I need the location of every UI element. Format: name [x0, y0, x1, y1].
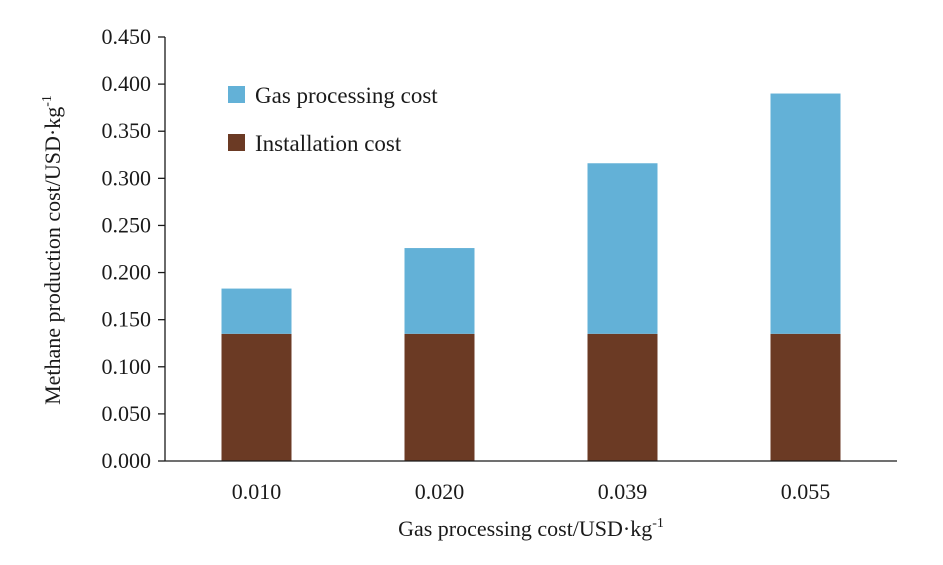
legend-swatch	[228, 86, 245, 103]
y-tick-label: 0.450	[102, 24, 152, 49]
bar-gas-processing-cost	[770, 93, 841, 334]
x-tick-label: 0.020	[415, 479, 465, 504]
bar-installation-cost	[221, 333, 292, 461]
bar-installation-cost	[770, 333, 841, 461]
x-axis-title-text: Gas processing cost/USD·kg	[398, 516, 652, 541]
y-tick-label: 0.200	[102, 260, 152, 285]
x-tick-label: 0.039	[598, 479, 648, 504]
bar-gas-processing-cost	[404, 248, 475, 334]
legend-swatch	[228, 134, 245, 151]
y-axis-ticks: 0.000 0.050 0.100 0.150 0.200 0.250 0.300 0.350…	[102, 24, 165, 473]
y-tick-label: 0.050	[102, 401, 152, 426]
y-tick-label: 0.100	[102, 354, 152, 379]
legend-label: Installation cost	[255, 131, 402, 156]
bar-installation-cost	[587, 333, 658, 461]
y-tick-label: 0.350	[102, 118, 152, 143]
x-axis-ticks: 0.010 0.020 0.039 0.055	[232, 479, 831, 504]
y-tick-label: 0.400	[102, 71, 152, 96]
legend: Gas processing cost Installation cost	[228, 83, 438, 156]
y-tick-label: 0.300	[102, 165, 152, 190]
bar-series	[221, 93, 841, 461]
x-axis-title: Gas processing cost/USD·kg-1	[398, 516, 664, 541]
x-axis-title-superscript: -1	[652, 516, 664, 531]
bar-gas-processing-cost	[221, 288, 292, 334]
x-tick-label: 0.055	[781, 479, 831, 504]
y-tick-label: 0.250	[102, 212, 152, 237]
bar-gas-processing-cost	[587, 163, 658, 334]
y-tick-label: 0.000	[102, 448, 152, 473]
y-axis-title-superscript: -1	[40, 95, 55, 107]
y-axis-title-text: Methane production cost/USD·kg	[40, 107, 65, 405]
y-tick-label: 0.150	[102, 307, 152, 332]
legend-label: Gas processing cost	[255, 83, 438, 108]
bar-installation-cost	[404, 333, 475, 461]
y-axis-title: Methane production cost/USD·kg-1	[40, 95, 65, 405]
x-tick-label: 0.010	[232, 479, 282, 504]
